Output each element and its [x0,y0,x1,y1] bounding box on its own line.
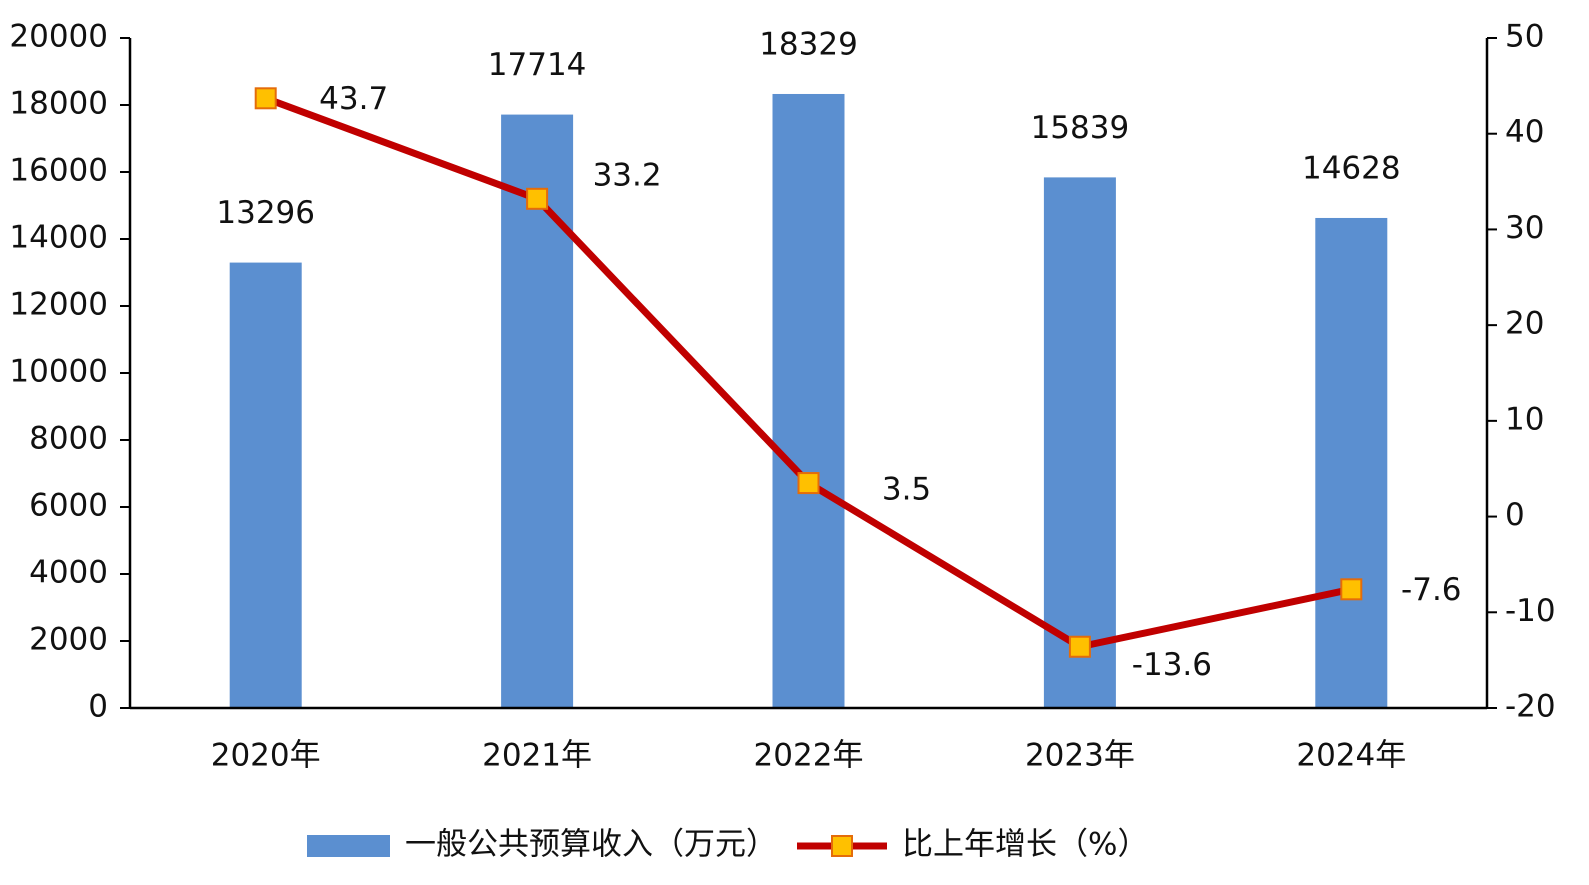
y-tick-label: 8000 [29,421,108,457]
bar [1315,217,1388,708]
x-tick-label: 2024年 [1296,738,1406,774]
bar [229,262,302,708]
bar [1043,177,1116,708]
x-tick-label: 2023年 [1025,738,1135,774]
x-tick-label: 2021年 [482,738,592,774]
y-tick-label: 14000 [9,220,108,256]
y2-tick-label: -20 [1505,689,1556,725]
line-marker [1340,578,1363,601]
line-marker [526,187,549,210]
legend-label: 比上年增长（%） [902,827,1148,863]
y2-tick-label: 50 [1505,19,1544,55]
bar-value-label: 15839 [1031,110,1130,146]
y-tick-label: 4000 [29,555,108,591]
y2-tick-label: 40 [1505,114,1544,150]
line-value-label: -13.6 [1132,647,1212,683]
line-value-label: -7.6 [1401,572,1462,608]
line-value-label: 33.2 [593,157,662,193]
y2-tick-label: -10 [1505,593,1556,629]
bar-value-label: 17714 [488,47,587,83]
x-tick-label: 2020年 [211,738,321,774]
bar-value-label: 14628 [1302,150,1401,186]
y-tick-label: 10000 [9,354,108,390]
line-marker [797,472,820,495]
line-value-label: 3.5 [882,472,931,508]
legend-label: 一般公共预算收入（万元） [405,827,777,863]
bar-value-label: 18329 [759,26,858,62]
y-tick-label: 16000 [9,153,108,189]
line-marker [254,87,277,110]
bar-value-label: 13296 [216,195,315,231]
legend-swatch [307,835,390,857]
y-tick-label: 20000 [9,19,108,55]
y-tick-label: 18000 [9,86,108,122]
line-marker [1068,635,1091,658]
y2-tick-label: 20 [1505,306,1544,342]
y-tick-label: 6000 [29,488,108,524]
y-tick-label: 0 [88,689,108,725]
bar [772,93,845,708]
legend-marker [831,835,853,857]
y2-tick-label: 30 [1505,210,1544,246]
y-tick-label: 2000 [29,622,108,658]
y-tick-label: 12000 [9,287,108,323]
bar [501,114,574,709]
line-value-label: 43.7 [319,81,388,117]
x-tick-label: 2022年 [754,738,864,774]
y2-tick-label: 0 [1505,497,1525,533]
y2-tick-label: 10 [1505,401,1544,437]
